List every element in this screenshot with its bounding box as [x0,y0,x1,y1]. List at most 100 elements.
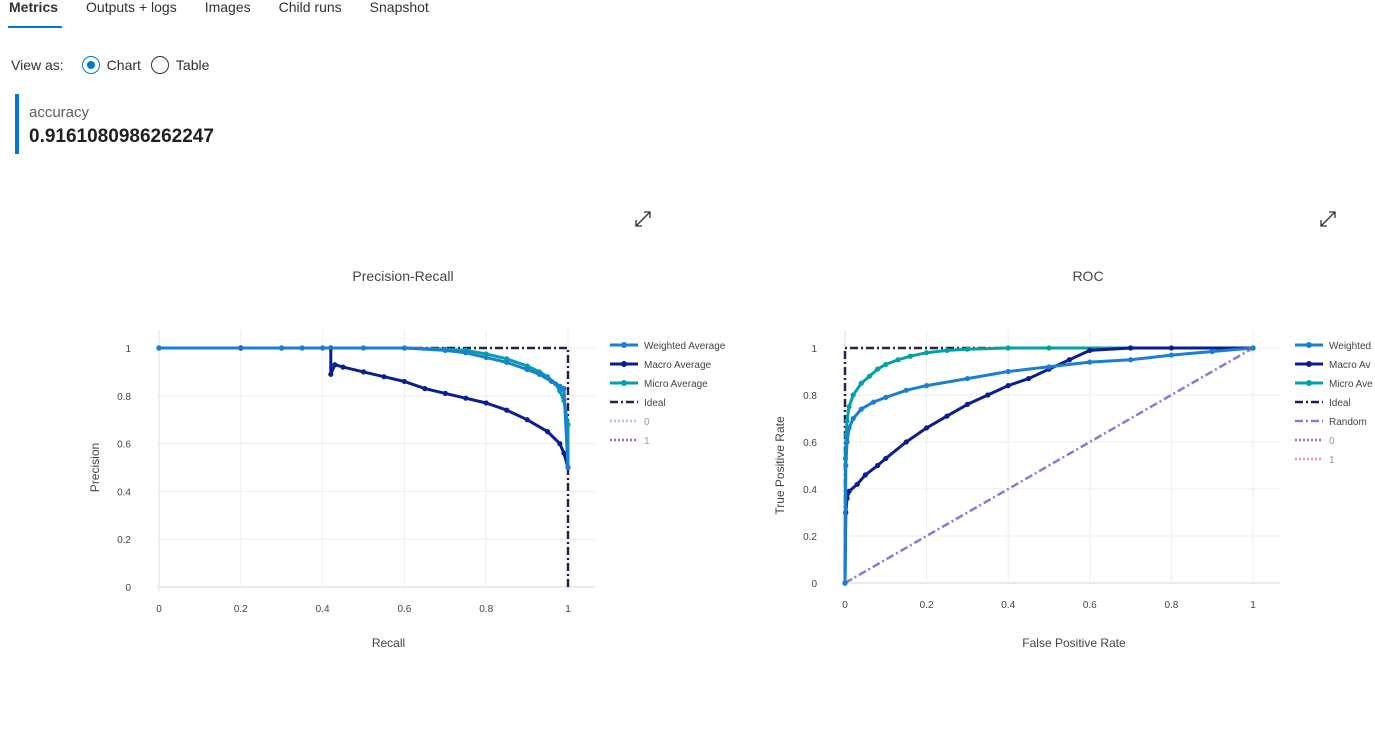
data-point [1128,357,1134,363]
data-point [1026,375,1032,382]
data-point [846,425,852,431]
y-tick-label: 0.4 [803,485,817,496]
data-point [883,455,889,462]
data-point [883,361,889,368]
data-point [844,439,850,445]
data-point [854,481,860,487]
data-point [1250,345,1256,351]
view-as-group: View as: Chart Table [11,56,219,74]
x-tick-label: 0.6 [397,604,411,615]
data-point [1046,345,1052,351]
data-point [846,488,852,494]
legend-entry: Random [1329,417,1367,428]
data-point [1005,368,1011,375]
legend-marker [621,380,627,386]
chart-title: Precision-Recall [352,268,453,284]
data-point [340,364,346,370]
data-point [422,386,428,392]
data-point [332,362,338,368]
x-tick-label: 0 [842,600,848,611]
data-point [875,366,881,372]
x-tick-label: 1 [1250,600,1256,611]
y-tick-label: 0 [125,583,131,594]
x-tick-label: 0.8 [1164,600,1178,611]
tab-snapshot[interactable]: Snapshot [369,0,429,15]
view-as-label: View as: [11,57,64,73]
data-point [844,418,850,424]
data-point [843,462,849,469]
x-tick-label: 0.2 [234,604,248,615]
y-tick-label: 0.6 [117,440,131,451]
data-point [964,401,971,407]
data-point [536,371,542,377]
legend-entry: Ideal [644,398,666,409]
data-point [870,399,877,405]
x-tick-label: 0.2 [920,600,934,611]
legend-entry: Micro Ave [1329,379,1373,390]
data-point [524,366,530,373]
data-point [328,371,334,377]
legend-entry: 1 [1329,455,1335,466]
x-axis-label: False Positive Rate [1022,636,1126,650]
series-line [844,346,1254,585]
data-point [561,450,567,456]
legend-marker [1306,380,1312,386]
legend-entry: Ideal [1329,398,1351,409]
data-point [524,363,530,369]
x-axis-label: Recall [372,636,405,650]
y-tick-label: 0.6 [803,438,817,449]
data-point [360,345,367,351]
data-point [875,462,881,469]
data-point [903,387,909,393]
x-tick-label: 0.8 [479,604,493,615]
data-point [504,359,510,365]
data-point [1046,364,1052,370]
y-axis-label: True Positive Rate [773,416,787,515]
data-point [858,406,864,412]
data-point [463,350,469,356]
legend-entry: Macro Average [644,360,712,371]
tab-outputs-logs[interactable]: Outputs + logs [86,0,177,15]
data-point [442,390,448,397]
tab-child-runs[interactable]: Child runs [278,0,342,15]
view-as-table-radio[interactable]: Table [150,56,210,74]
x-tick-label: 0.4 [1001,600,1015,611]
data-point [279,345,285,351]
data-point [381,374,387,380]
data-point [924,350,930,356]
legend-entry: 1 [644,436,650,447]
legend-marker [1306,342,1312,348]
tab-images[interactable]: Images [204,0,251,15]
y-tick-label: 0.4 [117,487,131,498]
tab-metrics[interactable]: Metrics [0,0,72,28]
expand-icon[interactable] [1319,210,1337,228]
data-point [866,373,873,379]
y-tick-label: 0.2 [117,535,131,546]
data-point [924,383,930,389]
view-as-chart-radio[interactable]: Chart [81,56,141,74]
tab-bar: Metrics Outputs + logs Images Child runs… [0,0,443,30]
legend-marker [621,361,627,367]
x-tick-label: 0 [156,604,162,615]
chart-1: 0 0.2 0.4 0.6 0.8 1 0 0.2 0.4 0.6 0.8 1 ROC False Pos… [773,268,1373,650]
data-point [850,415,856,422]
expand-icon[interactable] [634,210,652,228]
data-point [561,386,567,392]
x-tick-label: 0.6 [1083,600,1097,611]
data-point [858,380,864,386]
data-point [846,404,852,410]
data-point [544,429,551,435]
view-as-chart-label: Chart [106,57,141,73]
data-point [156,345,162,351]
data-point [1128,345,1134,351]
y-tick-label: 0.8 [117,392,131,403]
data-point [360,369,367,375]
data-point [964,346,971,352]
y-tick-label: 1 [811,344,817,355]
data-point [504,407,510,413]
data-point [1005,345,1011,351]
view-as-table-label: Table [175,57,210,73]
legend-marker [621,342,627,348]
data-point [504,356,510,362]
data-point [557,441,563,447]
